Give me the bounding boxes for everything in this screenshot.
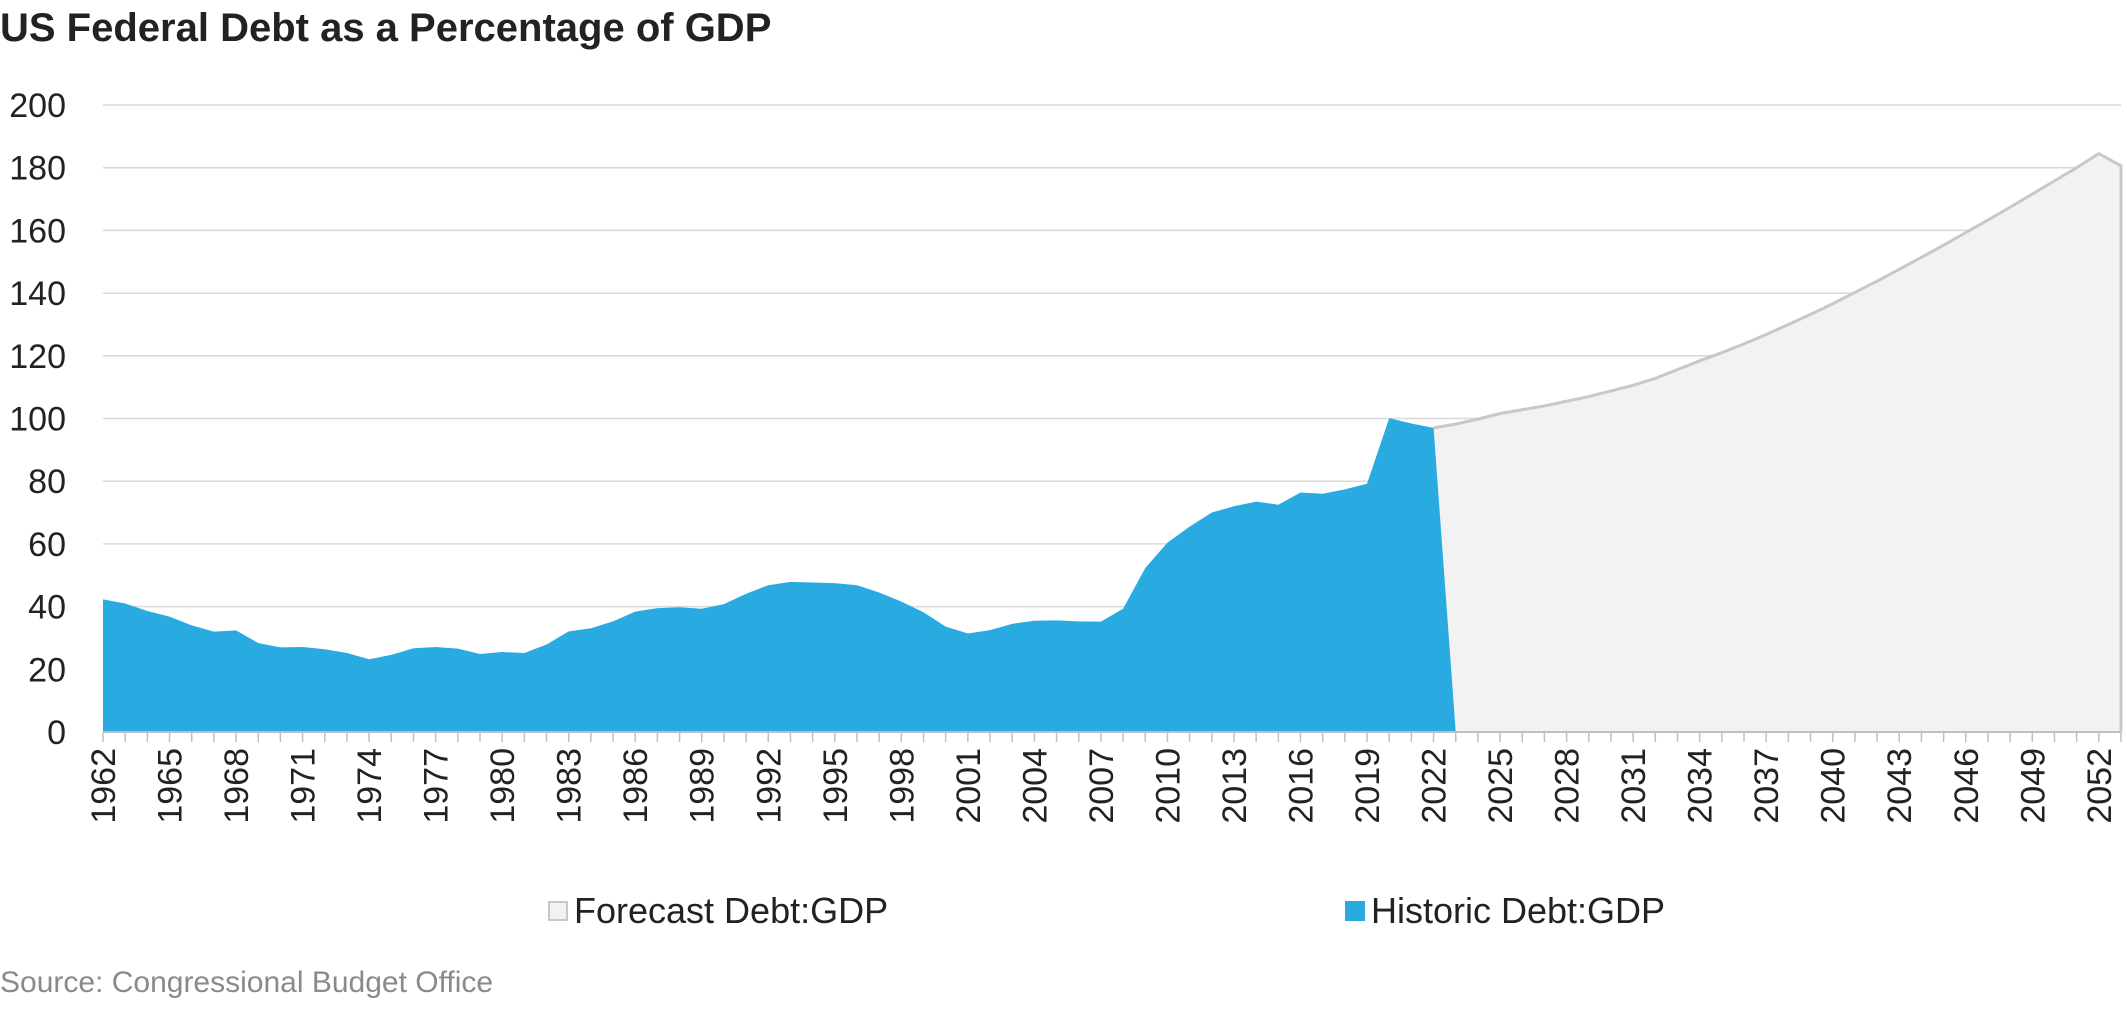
- legend: Forecast Debt:GDP Historic Debt:GDP: [0, 890, 2127, 940]
- x-tick-label-1995: 1995: [817, 748, 855, 824]
- x-axis-tick-labels: 1962 1965 1968 1971 1974 1977 1980 1983 1986 1989…: [85, 748, 2119, 824]
- x-tick-label-2019: 2019: [1349, 748, 1387, 824]
- x-tick-label-2001: 2001: [950, 748, 988, 824]
- x-tick-label-1974: 1974: [351, 748, 389, 824]
- x-tick-label-1980: 1980: [484, 748, 522, 824]
- y-tick-label-40: 40: [28, 589, 66, 627]
- x-tick-label-1983: 1983: [551, 748, 589, 824]
- x-tick-label-2037: 2037: [1748, 748, 1786, 824]
- y-tick-label-20: 20: [28, 651, 66, 689]
- x-tick-label-2031: 2031: [1615, 748, 1653, 824]
- x-tick-label-1971: 1971: [285, 748, 323, 824]
- x-tick-label-2007: 2007: [1083, 748, 1121, 824]
- x-tick-label-2016: 2016: [1282, 748, 1320, 824]
- y-tick-label-80: 80: [28, 463, 66, 501]
- legend-label-historic: Historic Debt:GDP: [1371, 890, 1666, 931]
- legend-swatch-historic: [1345, 901, 1365, 921]
- x-tick-label-2022: 2022: [1416, 748, 1454, 824]
- y-tick-label-0: 0: [47, 714, 66, 752]
- y-tick-label-180: 180: [9, 150, 66, 188]
- legend-item-historic: Historic Debt:GDP: [1345, 890, 1665, 932]
- y-tick-label-140: 140: [9, 275, 66, 313]
- chart-title: US Federal Debt as a Percentage of GDP: [0, 6, 772, 50]
- legend-swatch-forecast: [548, 901, 568, 921]
- x-tick-label-1962: 1962: [85, 748, 123, 824]
- x-tick-label-2049: 2049: [2014, 748, 2052, 824]
- x-tick-label-1992: 1992: [750, 748, 788, 824]
- area-series: [103, 151, 2123, 732]
- x-tick-label-2004: 2004: [1016, 748, 1054, 824]
- x-tick-label-2028: 2028: [1549, 748, 1587, 824]
- x-tick-label-1968: 1968: [218, 748, 256, 824]
- x-tick-label-1989: 1989: [684, 748, 722, 824]
- forecast-line: [1433, 151, 2123, 732]
- x-tick-label-1965: 1965: [152, 748, 190, 824]
- forecast-area: [1433, 153, 2121, 732]
- y-tick-label-60: 60: [28, 526, 66, 564]
- x-tick-label-2025: 2025: [1482, 748, 1520, 824]
- x-tick-label-1986: 1986: [617, 748, 655, 824]
- historic-area: [103, 418, 1456, 732]
- x-tick-label-2043: 2043: [1881, 748, 1919, 824]
- y-axis-tick-labels: 0 20 40 60 80 100 120 140 160 180 200: [9, 87, 66, 752]
- y-tick-label-160: 160: [9, 212, 66, 250]
- gridlines: [103, 104, 2121, 671]
- x-tick-label-1998: 1998: [883, 748, 921, 824]
- source-note: Source: Congressional Budget Office: [0, 966, 494, 999]
- legend-label-forecast: Forecast Debt:GDP: [574, 890, 889, 931]
- y-tick-label-120: 120: [9, 338, 66, 376]
- x-tick-label-2010: 2010: [1149, 748, 1187, 824]
- x-axis: [102, 731, 2122, 742]
- x-tick-label-2034: 2034: [1682, 748, 1720, 824]
- y-tick-label-100: 100: [9, 401, 66, 439]
- x-tick-label-2040: 2040: [1815, 748, 1853, 824]
- x-tick-label-2046: 2046: [1948, 748, 1986, 824]
- x-tick-label-2052: 2052: [2081, 748, 2119, 824]
- y-tick-label-200: 200: [9, 87, 66, 125]
- x-tick-label-2013: 2013: [1216, 748, 1254, 824]
- legend-item-forecast: Forecast Debt:GDP: [548, 890, 888, 932]
- x-tick-label-1977: 1977: [418, 748, 456, 824]
